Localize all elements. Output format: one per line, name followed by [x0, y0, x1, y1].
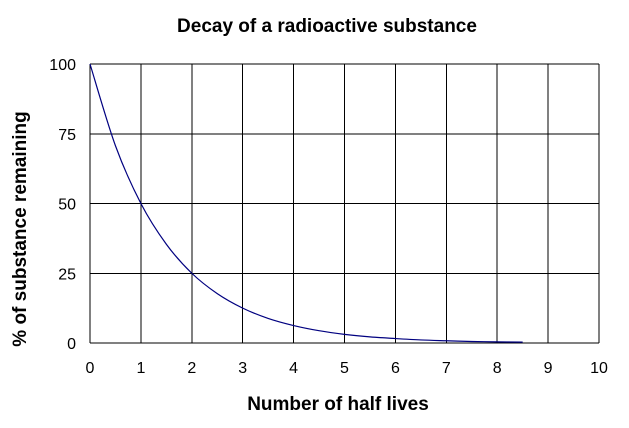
y-tick-label: 100: [49, 57, 76, 74]
x-tick-label: 2: [187, 360, 196, 377]
x-tick-label: 4: [289, 360, 298, 377]
chart-title: Decay of a radioactive substance: [177, 16, 477, 37]
y-tick-label: 75: [58, 127, 76, 144]
y-tick-label: 25: [58, 266, 76, 283]
series-layer: [89, 63, 523, 343]
x-tick-label: 0: [86, 360, 95, 377]
y-axis-label: % of substance remaining: [10, 111, 31, 346]
grid: [89, 63, 600, 344]
x-tick-label: 5: [340, 360, 349, 377]
x-tick-label: 3: [238, 360, 247, 377]
y-tick-label: 50: [58, 197, 76, 214]
x-tick-label: 10: [590, 360, 608, 377]
x-tick-label: 8: [493, 360, 502, 377]
y-tick-label: 0: [67, 336, 76, 353]
x-tick-label: 7: [442, 360, 451, 377]
x-axis-label: Number of half lives: [247, 394, 429, 415]
x-tick-label: 6: [391, 360, 400, 377]
decay-curve: [89, 63, 523, 343]
x-tick-label: 9: [544, 360, 553, 377]
x-tick-label: 1: [136, 360, 145, 377]
